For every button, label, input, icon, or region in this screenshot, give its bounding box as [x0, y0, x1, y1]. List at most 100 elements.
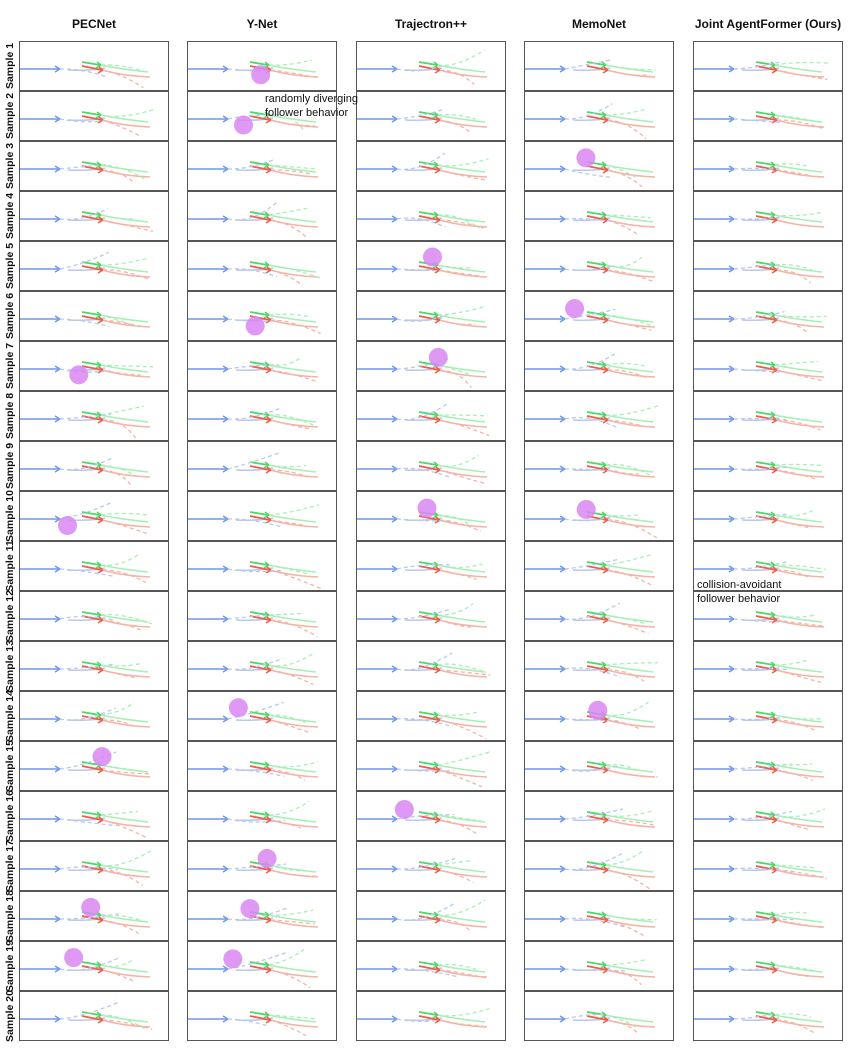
trajectory-plot	[525, 1011, 656, 1033]
trajectory-panel	[187, 941, 337, 991]
agent-predicted-trajectory	[776, 919, 823, 929]
trajectory-plot	[525, 404, 659, 428]
trajectory-panel	[356, 941, 506, 991]
follower-history-trajectory	[418, 961, 438, 966]
agent-predicted-trajectory	[776, 719, 818, 733]
agent-predicted-trajectory	[439, 519, 482, 532]
follower-predicted-trajectory	[100, 702, 135, 716]
trajectory-panel	[187, 341, 337, 391]
agent-history-trajectory	[81, 915, 103, 921]
agent-predicted-trajectory	[607, 669, 645, 682]
leader-predicted-trajectory	[564, 103, 613, 120]
trajectory-panel	[187, 91, 337, 141]
agent-predicted-trajectory	[776, 769, 814, 782]
leader-predicted-trajectory	[396, 402, 449, 421]
leader-future-trajectory	[404, 417, 443, 422]
leader-predicted-trajectory	[396, 217, 446, 228]
collision-highlight	[417, 498, 437, 518]
trajectory-panel	[693, 891, 843, 941]
follower-predicted-trajectory	[100, 405, 145, 416]
follower-history-trajectory	[418, 411, 438, 416]
follower-predicted-trajectory	[100, 553, 140, 566]
agent-predicted-trajectory	[776, 69, 828, 81]
agent-history-trajectory	[249, 415, 271, 421]
follower-history-trajectory	[755, 461, 775, 466]
trajectory-panel	[524, 891, 674, 941]
follower-history-trajectory	[586, 811, 606, 816]
follower-predicted-trajectory	[268, 264, 321, 279]
trajectory-plot	[20, 361, 153, 385]
agent-history-trajectory	[81, 865, 103, 871]
trajectory-panel	[187, 141, 337, 191]
row-label: Sample 19	[3, 940, 17, 992]
agent-predicted-trajectory	[607, 169, 643, 188]
follower-history-trajectory	[586, 561, 606, 566]
collision-highlight	[394, 800, 414, 820]
agent-predicted-trajectory	[776, 469, 817, 480]
leader-predicted-trajectory	[396, 152, 446, 171]
follower-history-trajectory	[755, 761, 775, 766]
trajectory-plot	[188, 504, 320, 528]
leader-future-trajectory	[67, 667, 106, 672]
agent-history-trajectory	[418, 765, 440, 771]
leader-future-trajectory	[741, 767, 780, 772]
row-label-text: Sample 3	[4, 142, 16, 190]
agent-predicted-trajectory	[102, 169, 136, 184]
trajectory-panel	[19, 941, 169, 991]
collision-highlight	[234, 115, 254, 135]
follower-history-trajectory	[81, 411, 101, 416]
leader-predicted-trajectory	[396, 467, 450, 478]
trajectory-plot	[188, 899, 319, 928]
agent-predicted-trajectory	[102, 369, 141, 376]
trajectory-panel	[356, 841, 506, 891]
agent-history-trajectory	[586, 915, 608, 921]
agent-predicted-trajectory	[607, 69, 651, 76]
follower-history-trajectory	[249, 311, 269, 316]
trajectory-plot	[357, 49, 488, 86]
agent-history-trajectory	[81, 1015, 103, 1021]
leader-predicted-trajectory	[564, 416, 617, 428]
row-label: Sample 11	[3, 540, 17, 591]
agent-history-trajectory	[81, 465, 103, 471]
agent-history-trajectory	[755, 765, 777, 771]
trajectory-panel	[524, 491, 674, 541]
agent-predicted-trajectory	[270, 919, 315, 925]
leader-future-trajectory	[67, 117, 106, 122]
agent-history-trajectory	[81, 265, 103, 271]
trajectory-plot	[188, 261, 321, 287]
follower-history-trajectory	[249, 361, 269, 366]
agent-history-trajectory	[249, 365, 271, 371]
leader-predicted-trajectory	[59, 68, 106, 78]
trajectory-panel	[524, 941, 674, 991]
trajectory-plot	[20, 109, 155, 137]
follower-history-trajectory	[249, 511, 269, 516]
follower-predicted-trajectory	[268, 113, 304, 130]
follower-predicted-trajectory	[774, 360, 818, 366]
leader-predicted-trajectory	[396, 268, 447, 272]
trajectory-panel	[187, 641, 337, 691]
diverging-annotation: randomly diverging follower behavior	[265, 92, 358, 120]
trajectory-plot	[525, 211, 656, 236]
trajectory-plot	[694, 510, 825, 529]
agent-predicted-trajectory	[607, 369, 648, 379]
leader-predicted-trajectory	[733, 368, 786, 374]
row-label: Sample 8	[3, 391, 17, 441]
follower-history-trajectory	[249, 811, 269, 816]
trajectory-plot	[188, 311, 321, 336]
trajectory-plot	[357, 751, 491, 788]
follower-predicted-trajectory	[100, 257, 150, 266]
agent-predicted-trajectory	[776, 669, 822, 684]
row-label-text: Sample 13	[4, 640, 16, 692]
trajectory-panel	[524, 841, 674, 891]
trajectory-plot	[188, 611, 319, 638]
follower-history-trajectory	[755, 411, 775, 416]
follower-predicted-trajectory	[437, 899, 486, 916]
agent-history-trajectory	[81, 965, 103, 971]
trajectory-panel	[187, 841, 337, 891]
avoidant-annotation-line: collision-avoidant	[697, 579, 782, 591]
leader-predicted-trajectory	[564, 602, 621, 620]
follower-predicted-trajectory	[605, 64, 656, 71]
trajectory-panel	[187, 391, 337, 441]
column-header: PECNet	[71, 17, 116, 31]
follower-predicted-trajectory	[774, 659, 809, 666]
